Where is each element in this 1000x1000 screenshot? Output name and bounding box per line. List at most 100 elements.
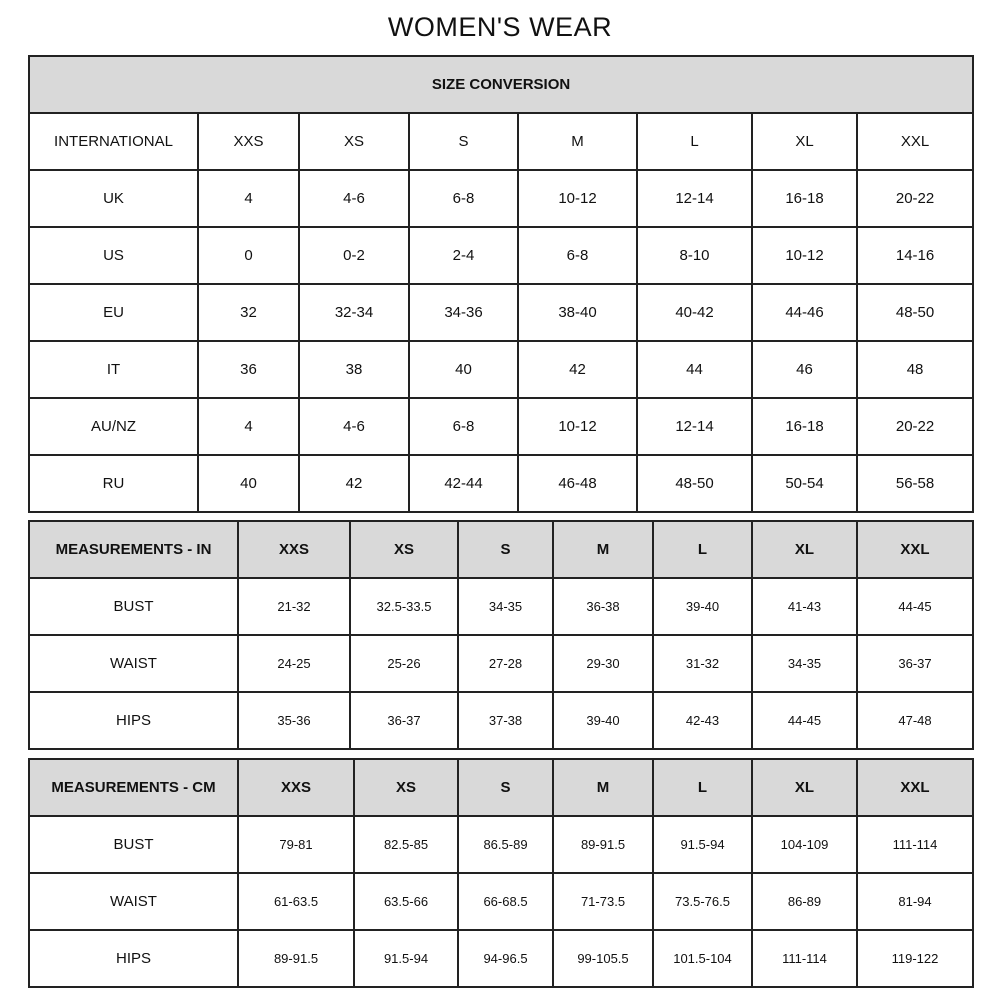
table-row: RU 40 42 42-44 46-48 48-50 50-54 56-58 xyxy=(28,454,975,513)
table-cell: 6-8 xyxy=(408,169,519,228)
table-cell: 81-94 xyxy=(856,872,974,931)
table-cell: 73.5-76.5 xyxy=(652,872,753,931)
table-cell: 94-96.5 xyxy=(457,929,554,988)
table-cell: 40 xyxy=(197,454,300,513)
table-cell: 36-37 xyxy=(856,634,974,693)
table-cell: 89-91.5 xyxy=(237,929,355,988)
column-header: XXS xyxy=(237,758,355,817)
table-cell: 10-12 xyxy=(517,169,638,228)
table-cell: 50-54 xyxy=(751,454,858,513)
table-cell: 16-18 xyxy=(751,397,858,456)
table-cell: 104-109 xyxy=(751,815,858,874)
column-header: XS xyxy=(298,112,410,171)
row-label: EU xyxy=(28,283,199,342)
table-row: WAIST 61-63.5 63.5-66 66-68.5 71-73.5 73.5-76… xyxy=(28,872,974,931)
table-cell: 29-30 xyxy=(552,634,654,693)
row-label: BUST xyxy=(28,815,239,874)
column-header: XXL xyxy=(856,520,974,579)
table-cell: 46 xyxy=(751,340,858,399)
table-cell: 99-105.5 xyxy=(552,929,654,988)
table-title: SIZE CONVERSION xyxy=(27,55,975,114)
table-cell: 79-81 xyxy=(237,815,355,874)
column-header: XS xyxy=(353,758,459,817)
table-cell: 44-46 xyxy=(751,283,858,342)
table-cell: 86-89 xyxy=(751,872,858,931)
table-cell: 44-45 xyxy=(751,691,858,750)
size-conversion-table: SIZE CONVERSION INTERNATIONAL XXS XS S M L XL XX… xyxy=(27,55,975,513)
table-cell: 25-26 xyxy=(349,634,459,693)
table-cell: 119-122 xyxy=(856,929,974,988)
table-cell: 27-28 xyxy=(457,634,554,693)
table-cell: 44-45 xyxy=(856,577,974,636)
column-header: XL xyxy=(751,112,858,171)
column-header: XXL xyxy=(856,758,974,817)
column-header: S xyxy=(457,758,554,817)
table-cell: 71-73.5 xyxy=(552,872,654,931)
table-cell: 38 xyxy=(298,340,410,399)
column-header: L xyxy=(652,520,753,579)
column-header: M xyxy=(552,520,654,579)
table-cell: 14-16 xyxy=(855,226,975,285)
table-cell: 0-2 xyxy=(298,226,410,285)
table-cell: 0 xyxy=(197,226,300,285)
column-header-row: MEASUREMENTS - IN XXS XS S M L XL XXL xyxy=(28,520,974,579)
table-cell: 36 xyxy=(197,340,300,399)
table-cell: 89-91.5 xyxy=(552,815,654,874)
row-label: HIPS xyxy=(28,691,239,750)
column-header: M xyxy=(552,758,654,817)
table-cell: 34-35 xyxy=(751,634,858,693)
table-cell: 91.5-94 xyxy=(652,815,753,874)
column-header: M xyxy=(517,112,638,171)
table-cell: 4 xyxy=(197,397,300,456)
table-cell: 6-8 xyxy=(408,397,519,456)
table-cell: 10-12 xyxy=(751,226,858,285)
table-cell: 12-14 xyxy=(636,169,753,228)
table-row: IT 36 38 40 42 44 46 48 xyxy=(28,340,975,399)
table-row: UK 4 4-6 6-8 10-12 12-14 16-18 20-22 xyxy=(28,169,975,228)
column-header: XXL xyxy=(855,112,975,171)
page-title: WOMEN'S WEAR xyxy=(387,12,613,42)
column-header-row: MEASUREMENTS - CM XXS XS S M L XL XXL xyxy=(28,758,974,817)
table-cell: 91.5-94 xyxy=(353,929,459,988)
table-cell: 111-114 xyxy=(751,929,858,988)
table-row: HIPS 35-36 36-37 37-38 39-40 42-43 44-45 47-48 xyxy=(28,691,974,750)
table-row: BUST 79-81 82.5-85 86.5-89 89-91.5 91.5-94 104… xyxy=(28,815,974,874)
table-cell: 48 xyxy=(855,340,975,399)
table-row: BUST 21-32 32.5-33.5 34-35 36-38 39-40 41-43 44… xyxy=(28,577,974,636)
table-cell: 82.5-85 xyxy=(353,815,459,874)
row-label: RU xyxy=(28,454,199,513)
column-header-row: INTERNATIONAL XXS XS S M L XL XXL xyxy=(28,112,975,171)
table-cell: 39-40 xyxy=(552,691,654,750)
table-cell: 48-50 xyxy=(855,283,975,342)
table-row: US 0 0-2 2-4 6-8 8-10 10-12 14-16 xyxy=(28,226,975,285)
table-cell: 4 xyxy=(197,169,300,228)
table-cell: 42-43 xyxy=(652,691,753,750)
table-cell: 32.5-33.5 xyxy=(349,577,459,636)
table-cell: 47-48 xyxy=(856,691,974,750)
table-cell: 111-114 xyxy=(856,815,974,874)
table-cell: 40 xyxy=(408,340,519,399)
table-cell: 2-4 xyxy=(408,226,519,285)
table-cell: 46-48 xyxy=(517,454,638,513)
table-cell: 44 xyxy=(636,340,753,399)
table-cell: 32 xyxy=(197,283,300,342)
column-header: XL xyxy=(751,520,858,579)
row-label: BUST xyxy=(28,577,239,636)
table-cell: 24-25 xyxy=(237,634,351,693)
table-cell: 31-32 xyxy=(652,634,753,693)
column-header: L xyxy=(652,758,753,817)
table-cell: 12-14 xyxy=(636,397,753,456)
table-cell: 101.5-104 xyxy=(652,929,753,988)
measurements-in-table: MEASUREMENTS - IN XXS XS S M L XL XXL BUST 21-32 3… xyxy=(28,520,974,750)
table-cell: 6-8 xyxy=(517,226,638,285)
table-cell: 41-43 xyxy=(751,577,858,636)
table-cell: 21-32 xyxy=(237,577,351,636)
table-cell: 61-63.5 xyxy=(237,872,355,931)
table-cell: 42 xyxy=(517,340,638,399)
row-label: AU/NZ xyxy=(28,397,199,456)
table-cell: 34-35 xyxy=(457,577,554,636)
row-label: WAIST xyxy=(28,634,239,693)
row-label: HIPS xyxy=(28,929,239,988)
table-cell: 86.5-89 xyxy=(457,815,554,874)
column-header: INTERNATIONAL xyxy=(28,112,199,171)
